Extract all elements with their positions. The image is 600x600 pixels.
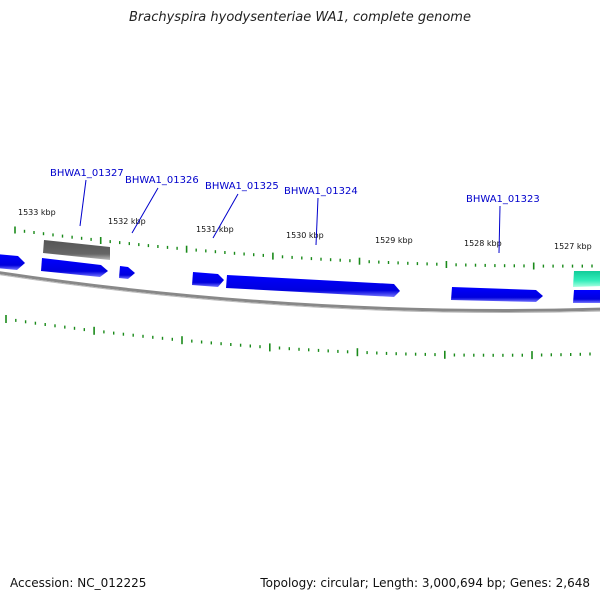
kbp-label-1529: 1529 kbp: [375, 236, 413, 245]
outer-tick-ring: [14, 226, 593, 270]
kbp-labels: 1533 kbp 1532 kbp 1531 kbp 1530 kbp 1529…: [18, 208, 592, 251]
genome-backbone-shadow: [0, 274, 600, 313]
gene-arrow[interactable]: [0, 254, 25, 270]
kbp-label-1528: 1528 kbp: [464, 239, 502, 248]
genome-backbone: [0, 271, 600, 312]
kbp-label-1533: 1533 kbp: [18, 208, 56, 217]
gene-label-BHWA1_01327[interactable]: BHWA1_01327: [50, 168, 124, 179]
gene-arrow[interactable]: [451, 287, 543, 302]
inner-tick-ring: [5, 315, 591, 360]
callout-line: [131, 187, 159, 234]
gene-arrow[interactable]: [226, 275, 400, 297]
genome-title: Brachyspira hyodysenteriae WA1, complete…: [129, 10, 471, 25]
gene-label-BHWA1_01324[interactable]: BHWA1_01324: [284, 186, 358, 197]
gene-track: [0, 240, 600, 303]
genome-summary-text: Topology: circular; Length: 3,000,694 bp…: [260, 576, 590, 590]
kbp-label-1531: 1531 kbp: [196, 225, 234, 234]
kbp-label-1530: 1530 kbp: [286, 231, 324, 240]
gene-arrow-rna[interactable]: [573, 271, 600, 287]
kbp-label-1532: 1532 kbp: [108, 217, 146, 226]
gene-arrow[interactable]: [119, 266, 135, 279]
callout-line: [79, 179, 87, 227]
kbp-label-1527: 1527 kbp: [554, 242, 592, 251]
gene-arrow[interactable]: [573, 290, 600, 303]
accession-text: Accession: NC_012225: [10, 576, 147, 590]
gene-arrow[interactable]: [41, 258, 108, 277]
gene-callouts: [79, 179, 501, 254]
gene-label-BHWA1_01326[interactable]: BHWA1_01326: [125, 175, 199, 186]
gene-labels: BHWA1_01327 BHWA1_01326 BHWA1_01325 BHWA…: [50, 168, 540, 205]
gene-label-BHWA1_01323[interactable]: BHWA1_01323: [466, 194, 540, 205]
gene-arrow[interactable]: [192, 272, 224, 287]
callout-line: [315, 197, 319, 246]
gene-label-BHWA1_01325[interactable]: BHWA1_01325: [205, 181, 279, 192]
callout-line: [498, 205, 501, 254]
callout-line: [212, 193, 239, 239]
gene-arrow-pseudo[interactable]: [43, 240, 110, 260]
